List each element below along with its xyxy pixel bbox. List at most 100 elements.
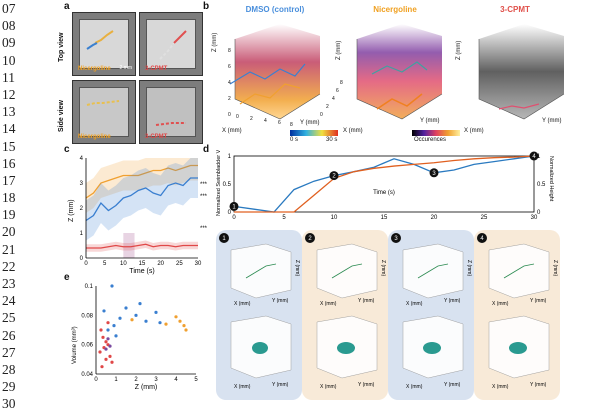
time-min: 0 s bbox=[290, 137, 299, 143]
line-number: 14 bbox=[2, 121, 16, 137]
b-zlabel-3: Z (mm) bbox=[456, 40, 462, 60]
panel-letter-e: e bbox=[64, 272, 70, 283]
occurrence-label: Occurences bbox=[414, 137, 447, 143]
x-tick-label: 0 bbox=[94, 377, 98, 383]
cube-y-label: Y (mm) bbox=[530, 382, 547, 388]
cube-x-label: X (mm) bbox=[492, 301, 509, 307]
line-number: 17 bbox=[2, 172, 16, 188]
box-marker bbox=[477, 233, 487, 243]
x-tick-label: 10 bbox=[331, 215, 338, 221]
line-number: 13 bbox=[2, 104, 16, 120]
trajectory-line bbox=[245, 263, 277, 279]
series-line-Nicergoline bbox=[85, 164, 198, 199]
scatter-point-3-CPMT bbox=[106, 321, 110, 325]
b-xlabel-2: X (mm) bbox=[343, 128, 363, 134]
line-number: 29 bbox=[2, 379, 16, 395]
y-axis-label: Normalized Swimbladder Volume bbox=[216, 150, 222, 216]
line-number: 30 bbox=[2, 396, 16, 412]
scatter-point-DMSO bbox=[118, 316, 122, 320]
scatter-point-DMSO bbox=[158, 321, 162, 325]
time-colorbar bbox=[290, 130, 338, 136]
x-tick-label: 0 bbox=[232, 215, 236, 221]
cube-z-label: Z (mm) bbox=[552, 260, 558, 276]
y-tick-label: 1 bbox=[228, 154, 232, 160]
scatter-point-Other bbox=[108, 344, 112, 348]
scatter-point-3-CPMT bbox=[100, 365, 104, 369]
line-number: 20 bbox=[2, 224, 16, 240]
scatter-point-3-CPMT bbox=[104, 340, 108, 344]
cube-x-label: X (mm) bbox=[320, 384, 337, 390]
scatter-point-3-CPMT bbox=[104, 357, 108, 361]
panel-b-volumes bbox=[229, 24, 565, 120]
time-marker bbox=[429, 168, 439, 178]
photo-side-nicergoline: Nicergoline bbox=[72, 80, 136, 144]
b-ylabel-1: Y (mm) bbox=[300, 120, 320, 126]
series-line-Volume bbox=[233, 155, 535, 213]
panel-c-chart: 0 1 2 3 4 0 5 10 15 20 25 30 Time (s) *** *** *** bbox=[80, 156, 208, 275]
time-max: 30 s bbox=[326, 137, 338, 143]
time-marker-label: 2 bbox=[332, 174, 336, 180]
significance-marker: *** bbox=[200, 182, 208, 188]
x-axis-label: Time (s) bbox=[129, 268, 154, 275]
line-number: 18 bbox=[2, 190, 16, 206]
box-marker bbox=[219, 233, 229, 243]
line-number: 16 bbox=[2, 155, 16, 171]
y-tick: 8 bbox=[340, 80, 343, 86]
scatter-point-DMSO bbox=[138, 302, 142, 306]
x-tick-label: 5 bbox=[194, 377, 198, 383]
swimbladder-shape bbox=[337, 342, 355, 354]
box-marker-label: 4 bbox=[480, 236, 484, 242]
y-tick: 6 bbox=[336, 88, 339, 94]
photo-label: Nicergoline bbox=[78, 66, 111, 72]
b-title-3cpmt: 3-CPMT bbox=[500, 5, 530, 14]
cube-y-label: Y (mm) bbox=[358, 382, 375, 388]
line-number: 25 bbox=[2, 310, 16, 326]
scatter-point-3-CPMT bbox=[108, 354, 112, 358]
cube-x-label: X (mm) bbox=[492, 384, 509, 390]
photo-label: Nicergoline bbox=[78, 134, 111, 140]
cube-z-label: Z (mm) bbox=[294, 260, 300, 276]
cube-x-label: X (mm) bbox=[406, 384, 423, 390]
b-zlabel-2: Z (mm) bbox=[336, 40, 342, 60]
photo-label: 3-CPMT bbox=[145, 134, 168, 140]
x-tick-label: 30 bbox=[195, 261, 202, 267]
scatter-point-DMSO bbox=[114, 334, 118, 338]
significance-marker: *** bbox=[200, 194, 208, 200]
y-tick-label: 0.04 bbox=[81, 372, 93, 378]
x-tick: 0 bbox=[236, 114, 239, 120]
swimbladder-shape bbox=[509, 342, 527, 354]
scatter-point-3-CPMT bbox=[99, 328, 103, 332]
occurrence-colorbar bbox=[412, 130, 460, 136]
x-tick-label: 5 bbox=[282, 215, 286, 221]
photo-top-3cpmt: 3-CPMT bbox=[139, 12, 203, 76]
y-tick-label: 2 bbox=[80, 206, 84, 212]
swimbladder-shape bbox=[252, 342, 268, 354]
b-xlabel-3: X (mm) bbox=[464, 128, 484, 134]
trajectory-cube bbox=[316, 243, 378, 299]
error-band-3-CPMT bbox=[86, 240, 198, 252]
x-tick-label: 20 bbox=[431, 215, 438, 221]
b-xlabel-1: X (mm) bbox=[222, 128, 242, 134]
time-marker-label: 3 bbox=[432, 171, 436, 177]
x-tick-label: 20 bbox=[157, 261, 164, 267]
y-tick-label: 4 bbox=[80, 156, 84, 162]
line-number: 10 bbox=[2, 52, 16, 68]
trajectory-line bbox=[331, 263, 363, 279]
series-line-3-CPMT bbox=[86, 243, 198, 249]
x-tick-label: 3 bbox=[154, 377, 158, 383]
x-axis-label: Z (mm) bbox=[135, 384, 158, 391]
error-band-Nicergoline bbox=[86, 158, 198, 213]
scatter-point-DMSO bbox=[154, 310, 158, 314]
x-tick-label: 4 bbox=[174, 377, 178, 383]
x-tick: 2 bbox=[250, 116, 253, 122]
scatter-point-Nicergoline bbox=[182, 324, 186, 328]
scatter-point-Other bbox=[104, 347, 108, 351]
y-tick-label: 0 bbox=[80, 256, 84, 262]
time-marker bbox=[529, 151, 539, 161]
highlight-band bbox=[123, 233, 135, 258]
x-tick-label: 2 bbox=[134, 377, 138, 383]
scatter-point-DMSO bbox=[112, 324, 116, 328]
cube-y-label: Y (mm) bbox=[444, 298, 461, 304]
cube-y-label: Y (mm) bbox=[358, 298, 375, 304]
